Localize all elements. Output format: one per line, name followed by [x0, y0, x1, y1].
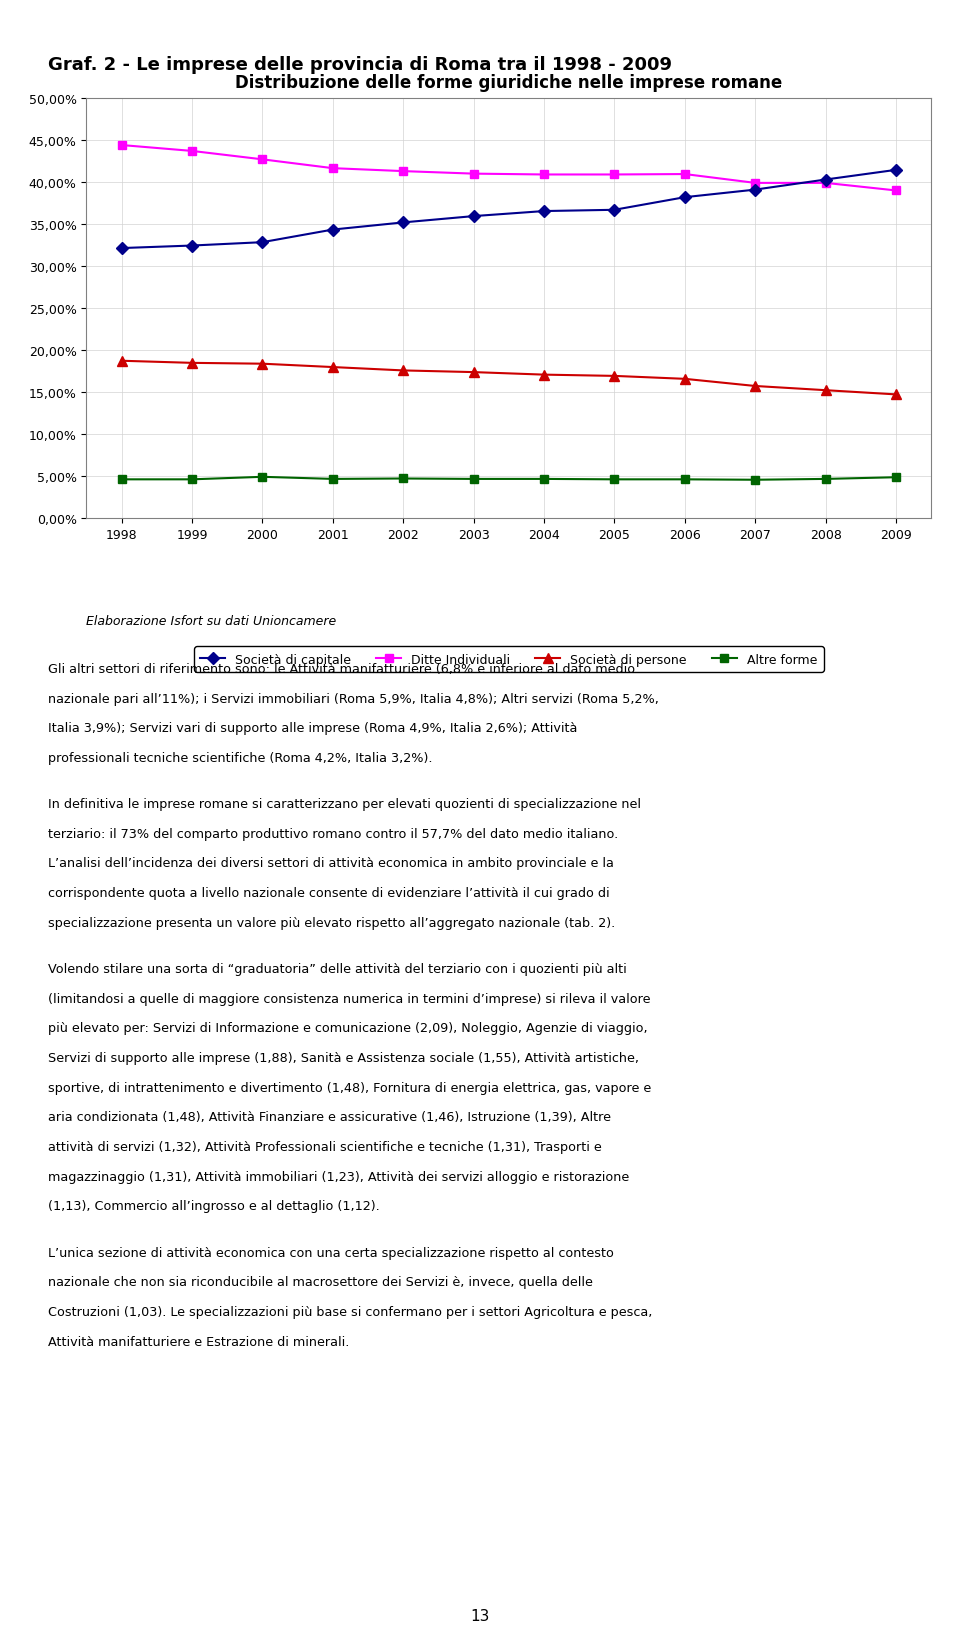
Text: L’analisi dell’incidenza dei diversi settori di attività economica in ambito pro: L’analisi dell’incidenza dei diversi set…: [48, 857, 613, 870]
Text: 13: 13: [470, 1608, 490, 1623]
Text: (limitandosi a quelle di maggiore consistenza numerica in termini d’imprese) si : (limitandosi a quelle di maggiore consis…: [48, 992, 651, 1005]
Text: Italia 3,9%); Servizi vari di supporto alle imprese (Roma 4,9%, Italia 2,6%); At: Italia 3,9%); Servizi vari di supporto a…: [48, 722, 577, 735]
Text: nazionale pari all’11%); i Servizi immobiliari (Roma 5,9%, Italia 4,8%); Altri s: nazionale pari all’11%); i Servizi immob…: [48, 692, 659, 705]
Text: In definitiva le imprese romane si caratterizzano per elevati quozienti di speci: In definitiva le imprese romane si carat…: [48, 798, 641, 811]
Text: professionali tecniche scientifiche (Roma 4,2%, Italia 3,2%).: professionali tecniche scientifiche (Rom…: [48, 751, 433, 765]
Text: Elaborazione Isfort su dati Unioncamere: Elaborazione Isfort su dati Unioncamere: [86, 615, 337, 628]
Title: Distribuzione delle forme giuridiche nelle imprese romane: Distribuzione delle forme giuridiche nel…: [235, 74, 782, 92]
Text: specializzazione presenta un valore più elevato rispetto all’aggregato nazionale: specializzazione presenta un valore più …: [48, 916, 615, 929]
Text: Gli altri settori di riferimento sono: le Attività manifatturiere (6,8% e inferi: Gli altri settori di riferimento sono: l…: [48, 662, 636, 676]
Legend: Società di capitale, Ditte Individuali, Società di persone, Altre forme: Società di capitale, Ditte Individuali, …: [194, 648, 824, 672]
Text: attività di servizi (1,32), Attività Professionali scientifiche e tecniche (1,31: attività di servizi (1,32), Attività Pro…: [48, 1140, 602, 1154]
Text: sportive, di intrattenimento e divertimento (1,48), Fornitura di energia elettri: sportive, di intrattenimento e divertime…: [48, 1081, 651, 1094]
Text: più elevato per: Servizi di Informazione e comunicazione (2,09), Noleggio, Agenz: più elevato per: Servizi di Informazione…: [48, 1022, 648, 1035]
Text: terziario: il 73% del comparto produttivo romano contro il 57,7% del dato medio : terziario: il 73% del comparto produttiv…: [48, 827, 618, 840]
Text: L’unica sezione di attività economica con una certa specializzazione rispetto al: L’unica sezione di attività economica co…: [48, 1246, 613, 1259]
Text: Attività manifatturiere e Estrazione di minerali.: Attività manifatturiere e Estrazione di …: [48, 1335, 349, 1348]
Text: magazzinaggio (1,31), Attività immobiliari (1,23), Attività dei servizi alloggio: magazzinaggio (1,31), Attività immobilia…: [48, 1170, 629, 1183]
Text: corrispondente quota a livello nazionale consente di evidenziare l’attività il c: corrispondente quota a livello nazionale…: [48, 887, 610, 900]
Text: Volendo stilare una sorta di “graduatoria” delle attività del terziario con i qu: Volendo stilare una sorta di “graduatori…: [48, 962, 627, 976]
Text: Graf. 2 - Le imprese delle provincia di Roma tra il 1998 - 2009: Graf. 2 - Le imprese delle provincia di …: [48, 56, 672, 74]
Text: aria condizionata (1,48), Attività Finanziare e assicurative (1,46), Istruzione : aria condizionata (1,48), Attività Finan…: [48, 1111, 611, 1124]
Text: Costruzioni (1,03). Le specializzazioni più base si confermano per i settori Agr: Costruzioni (1,03). Le specializzazioni …: [48, 1305, 653, 1318]
Text: nazionale che non sia riconducibile al macrosettore dei Servizi è, invece, quell: nazionale che non sia riconducibile al m…: [48, 1276, 593, 1289]
Text: (1,13), Commercio all’ingrosso e al dettaglio (1,12).: (1,13), Commercio all’ingrosso e al dett…: [48, 1200, 380, 1213]
Text: Servizi di supporto alle imprese (1,88), Sanità e Assistenza sociale (1,55), Att: Servizi di supporto alle imprese (1,88),…: [48, 1051, 639, 1065]
